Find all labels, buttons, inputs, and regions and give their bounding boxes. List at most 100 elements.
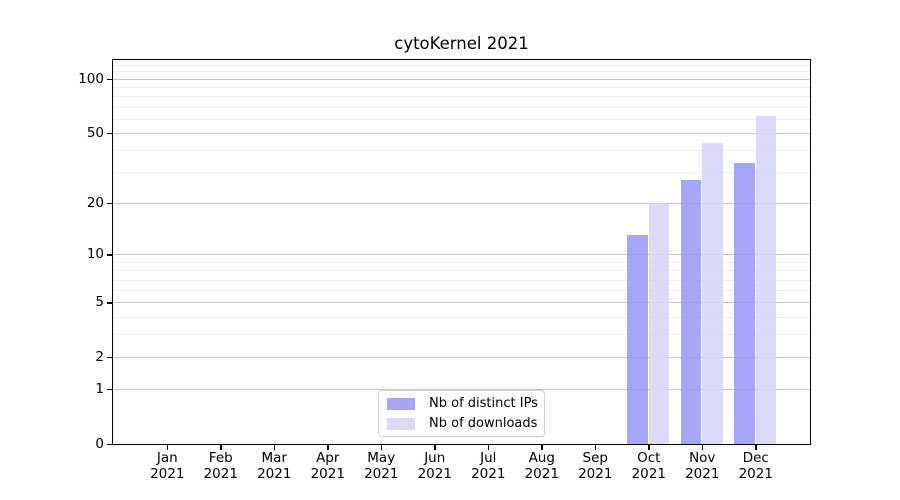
x-tick-label: Aug 2021 <box>514 450 570 482</box>
x-tick-month: Dec <box>742 450 769 466</box>
x-tick-year: 2021 <box>310 466 345 482</box>
x-tick-mark <box>594 445 596 450</box>
x-tick-mark <box>541 445 543 450</box>
y-tick-label: 50 <box>86 124 104 141</box>
x-tick-month: Jan <box>156 450 178 466</box>
gridline-minor <box>113 87 810 89</box>
chart-title: cytoKernel 2021 <box>394 34 529 53</box>
y-tick-mark <box>106 132 112 135</box>
x-tick-year: 2021 <box>364 466 399 482</box>
gridline-minor <box>113 261 810 263</box>
bar-downloads-oct <box>648 203 670 444</box>
gridline-major <box>113 357 810 359</box>
y-tick-mark <box>106 443 112 446</box>
x-tick-month: Apr <box>316 450 340 466</box>
x-tick-label: Sep 2021 <box>567 450 623 482</box>
y-tick-mark <box>106 78 112 81</box>
x-tick-label: May 2021 <box>353 450 409 482</box>
x-tick-mark <box>434 445 436 450</box>
x-tick-label: Dec 2021 <box>728 450 784 482</box>
x-tick-month: May <box>367 450 396 466</box>
x-tick-month: Oct <box>637 450 661 466</box>
y-tick-label: 0 <box>95 436 104 452</box>
x-tick-label: Oct 2021 <box>621 450 677 482</box>
gridline-minor <box>113 71 810 73</box>
y-tick-mark <box>106 356 112 359</box>
bar-distinct-ips-oct <box>627 235 648 444</box>
y-tick-label: 1 <box>95 381 104 398</box>
x-tick-mark <box>220 445 222 450</box>
gridline-major <box>113 78 810 80</box>
x-tick-year: 2021 <box>203 466 238 482</box>
legend-label-downloads: Nb of downloads <box>429 416 538 431</box>
gridline-minor <box>113 334 810 336</box>
gridline-minor <box>113 172 810 174</box>
legend-item-distinct-ips: Nb of distinct IPs <box>387 396 544 411</box>
x-tick-month: Jun <box>424 450 446 466</box>
x-tick-month: Sep <box>582 450 608 466</box>
gridline-minor <box>113 96 810 98</box>
x-tick-year: 2021 <box>150 466 185 482</box>
gridline-minor <box>113 64 810 66</box>
x-tick-mark <box>327 445 329 450</box>
y-tick-mark <box>106 388 112 391</box>
y-tick-label: 10 <box>86 246 104 263</box>
gridline-minor <box>113 279 810 281</box>
x-tick-label: Jul 2021 <box>460 450 516 482</box>
legend-swatch-downloads <box>387 417 415 430</box>
plot-area <box>112 59 811 445</box>
x-tick-mark <box>648 445 650 450</box>
x-tick-year: 2021 <box>471 466 506 482</box>
x-tick-year: 2021 <box>631 466 666 482</box>
gridline-major <box>113 254 810 256</box>
y-tick-mark <box>106 302 112 304</box>
legend-label-distinct-ips: Nb of distinct IPs <box>429 396 538 411</box>
gridline-major <box>113 132 810 134</box>
bar-distinct-ips-nov <box>680 180 702 444</box>
gridline-major <box>113 302 810 304</box>
y-tick-label: 20 <box>86 195 104 212</box>
legend-item-downloads: Nb of downloads <box>387 416 544 431</box>
x-tick-mark <box>701 445 703 450</box>
x-tick-mark <box>166 445 168 450</box>
x-tick-month: Jul <box>480 450 497 466</box>
x-tick-label: Jan 2021 <box>139 450 195 482</box>
x-tick-month: Mar <box>261 450 287 466</box>
y-tick-mark <box>106 254 112 256</box>
x-tick-year: 2021 <box>738 466 773 482</box>
y-tick-label: 100 <box>78 70 104 87</box>
x-tick-month: Aug <box>528 450 555 466</box>
x-tick-label: Feb 2021 <box>193 450 249 482</box>
gridline-minor <box>113 270 810 272</box>
y-tick-label: 2 <box>95 349 104 366</box>
gridline-minor <box>113 316 810 318</box>
x-tick-year: 2021 <box>417 466 452 482</box>
bar-distinct-ips-dec <box>734 162 755 444</box>
y-tick-mark <box>106 202 112 205</box>
x-tick-year: 2021 <box>524 466 559 482</box>
x-tick-month: Feb <box>208 450 233 466</box>
x-tick-label: Apr 2021 <box>300 450 356 482</box>
legend: Nb of distinct IPs Nb of downloads <box>378 390 545 437</box>
x-tick-month: Nov <box>689 450 716 466</box>
x-tick-label: Mar 2021 <box>246 450 302 482</box>
x-tick-year: 2021 <box>578 466 613 482</box>
legend-swatch-distinct-ips <box>387 397 415 410</box>
gridline-minor <box>113 290 810 292</box>
x-tick-mark <box>380 445 382 450</box>
gridline-minor <box>113 118 810 120</box>
x-tick-mark <box>755 445 757 450</box>
gridline-major <box>113 203 810 205</box>
x-tick-mark <box>273 445 275 450</box>
x-tick-label: Jun 2021 <box>407 450 463 482</box>
x-tick-year: 2021 <box>257 466 292 482</box>
bar-downloads-dec <box>755 116 777 444</box>
x-tick-label: Nov 2021 <box>674 450 730 482</box>
gridline-major <box>113 389 810 391</box>
bar-downloads-nov <box>702 142 723 444</box>
x-tick-mark <box>487 445 489 450</box>
y-tick-label: 5 <box>95 294 104 311</box>
gridline-minor <box>113 106 810 108</box>
gridline-minor <box>113 150 810 152</box>
